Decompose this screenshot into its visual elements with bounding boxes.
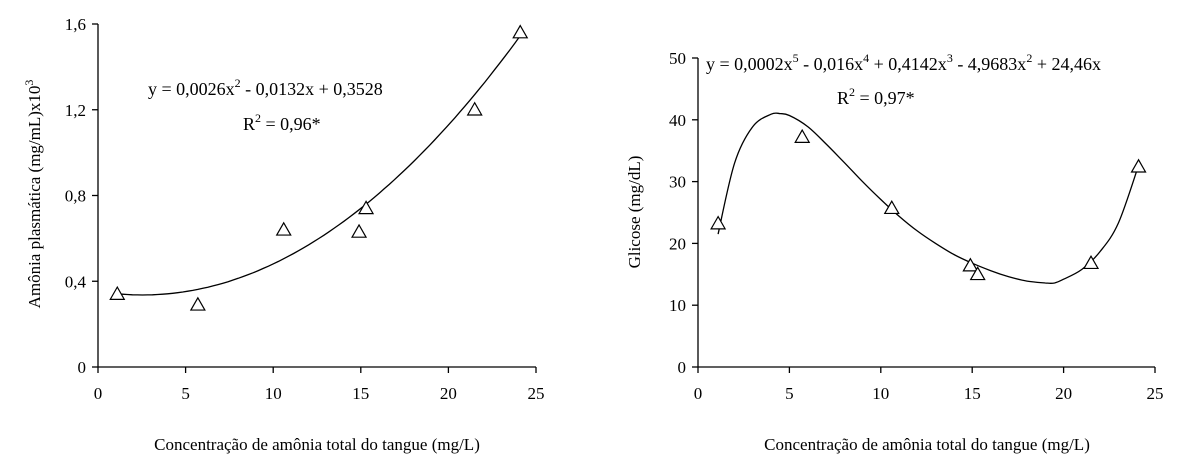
x-axis-title: Concentração de amônia total do tangue (… [154, 435, 480, 454]
x-tick-label: 15 [964, 384, 981, 403]
data-point-triangle [1130, 158, 1147, 173]
equation-segment: y = 0,0002x [706, 54, 793, 74]
data-point-triangle [794, 128, 811, 143]
data-point-triangle [109, 285, 126, 300]
x-tick-label: 10 [265, 384, 282, 403]
y-tick-label: 1,2 [65, 101, 86, 120]
regression-equation: y = 0,0026x2 - 0,0132x + 0,3528 [148, 76, 383, 99]
equation-segment: = 0,96* [261, 114, 321, 134]
y-tick-label: 10 [669, 296, 686, 315]
data-point-triangle [1082, 254, 1100, 270]
data-point-triangle [512, 24, 529, 39]
x-axis-title: Concentração de amônia total do tangue (… [764, 435, 1090, 454]
x-tick-label: 25 [528, 384, 545, 403]
y-tick-label: 0 [678, 358, 687, 377]
x-tick-label: 10 [872, 384, 889, 403]
x-tick-label: 15 [352, 384, 369, 403]
equation-segment: + 24,46x [1032, 54, 1101, 74]
y-tick-label: 50 [669, 49, 686, 68]
equation-segment: R [243, 114, 255, 134]
y-tick-label: 0,4 [65, 272, 87, 291]
fit-curve [717, 112, 1140, 284]
data-point-triangle [883, 199, 900, 215]
ammonia-plasma-chart: Amônia plasmática (mg/mL)x103 Concentraç… [22, 15, 545, 454]
data-point-triangle [466, 101, 483, 116]
x-tick-label: 0 [94, 384, 103, 403]
data-point-triangle [969, 266, 986, 281]
data-point-triangle [710, 215, 727, 230]
regression-equation: y = 0,0002x5 - 0,016x4 + 0,4142x3 - 4,96… [706, 51, 1101, 74]
equation-exponent: 2 [255, 111, 261, 125]
data-point-triangle [962, 257, 979, 272]
y-tick-label: 0 [78, 358, 87, 377]
fit-curve [117, 35, 521, 296]
equation-segment: R [837, 88, 849, 108]
x-tick-label: 0 [694, 384, 703, 403]
data-point-triangle [275, 221, 292, 236]
equation-segment: y = 0,0026x [148, 79, 235, 99]
equation-exponent: 3 [947, 51, 953, 65]
y-tick-label: 30 [669, 173, 686, 192]
equation-segment: = 0,97* [855, 88, 915, 108]
y-tick-label: 40 [669, 111, 686, 130]
equation-segment: - 0,0132x + 0,3528 [241, 79, 383, 99]
y-tick-label: 1,6 [65, 15, 86, 34]
data-point-triangle [351, 223, 368, 238]
equation-exponent: 5 [793, 51, 799, 65]
r-squared-label: R2 = 0,97* [837, 85, 915, 108]
y-axis-title: Glicose (mg/dL) [625, 156, 644, 269]
equation-exponent: 2 [235, 76, 241, 90]
equation-segment: - 0,016x [799, 54, 864, 74]
y-tick-label: 0,8 [65, 187, 86, 206]
x-tick-label: 20 [1055, 384, 1072, 403]
equation-exponent: 2 [1026, 51, 1032, 65]
equation-exponent: 4 [863, 51, 869, 65]
x-tick-label: 25 [1147, 384, 1164, 403]
equation-segment: - 4,9683x [953, 54, 1027, 74]
equation-segment: + 0,4142x [869, 54, 947, 74]
y-tick-label: 20 [669, 234, 686, 253]
r-squared-label: R2 = 0,96* [243, 111, 321, 134]
x-tick-label: 5 [785, 384, 794, 403]
data-point-triangle [189, 296, 206, 311]
data-point-triangle [358, 200, 375, 215]
equation-exponent: 2 [849, 85, 855, 99]
x-tick-label: 20 [440, 384, 457, 403]
x-tick-label: 5 [181, 384, 190, 403]
y-axis-title: Amônia plasmática (mg/mL)x103 [22, 80, 44, 309]
glucose-chart: Glicose (mg/dL) Concentração de amônia t… [625, 49, 1164, 454]
